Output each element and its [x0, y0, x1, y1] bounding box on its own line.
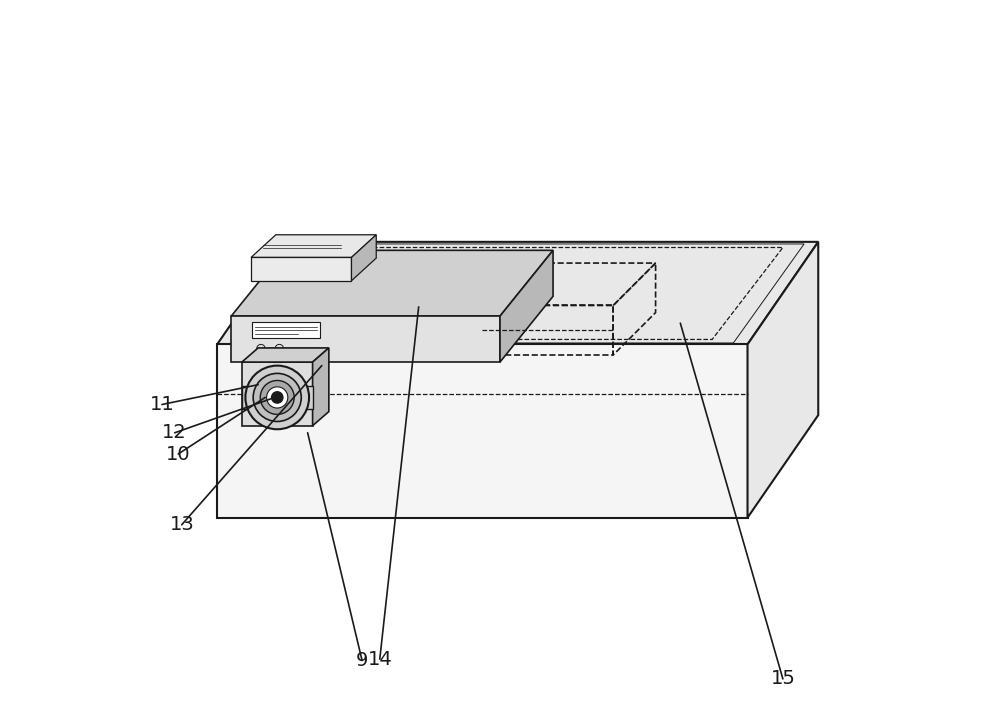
Polygon shape — [231, 251, 553, 316]
Text: 10: 10 — [166, 444, 191, 464]
Text: 15: 15 — [770, 670, 795, 689]
Bar — [252, 322, 320, 338]
Text: 13: 13 — [169, 515, 194, 534]
Polygon shape — [500, 251, 553, 362]
Circle shape — [272, 392, 283, 403]
Text: 12: 12 — [162, 423, 187, 442]
Polygon shape — [251, 235, 376, 258]
Polygon shape — [313, 348, 329, 426]
Polygon shape — [217, 344, 748, 518]
Text: 9: 9 — [356, 651, 368, 670]
Polygon shape — [748, 242, 818, 518]
Bar — [265, 356, 274, 361]
Bar — [254, 356, 262, 361]
Ellipse shape — [253, 373, 301, 422]
Polygon shape — [231, 316, 500, 362]
Text: 11: 11 — [150, 395, 174, 414]
Polygon shape — [242, 362, 313, 426]
Bar — [277, 356, 285, 361]
Bar — [242, 386, 313, 409]
Ellipse shape — [245, 366, 309, 430]
Polygon shape — [251, 258, 351, 280]
Ellipse shape — [267, 387, 288, 408]
Polygon shape — [242, 348, 329, 362]
Polygon shape — [351, 235, 376, 280]
Ellipse shape — [260, 381, 294, 415]
Polygon shape — [217, 242, 818, 344]
Text: 14: 14 — [367, 650, 392, 669]
